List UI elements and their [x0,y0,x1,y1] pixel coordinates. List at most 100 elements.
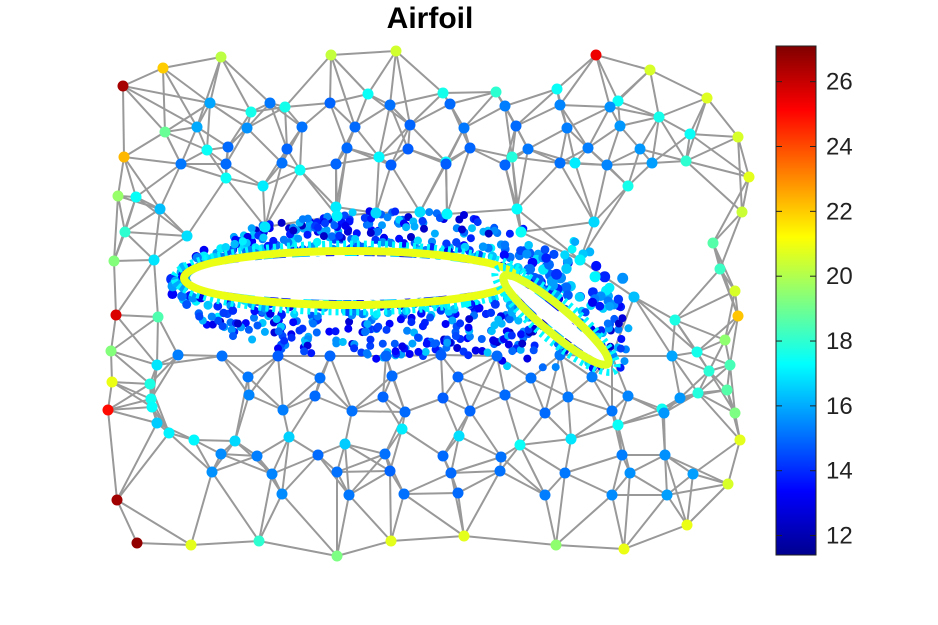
dense-mesh-node [390,339,399,348]
mesh-node [185,539,197,551]
dense-mesh-node [260,327,269,336]
dense-mesh-node [414,347,423,356]
dense-mesh-node [618,314,627,323]
mesh-edge [123,131,166,158]
mesh-node [588,216,600,228]
mesh-node [373,151,385,163]
mesh-node [108,255,120,267]
mesh-edge [344,443,350,496]
dense-mesh-node [372,354,381,363]
dense-mesh-node [490,337,499,346]
mesh-edge [458,435,502,458]
mesh-node [522,143,534,155]
mesh-node [444,98,456,110]
dense-mesh-node [505,229,514,238]
mesh-edge [504,164,518,210]
dense-mesh-node [444,307,453,316]
mesh-node [296,121,308,133]
mesh-edge [544,412,572,440]
dense-mesh-node [248,335,257,344]
mesh-node [582,142,594,154]
mesh-edge [211,455,258,473]
mesh-node [653,111,665,123]
mesh-node [251,450,263,462]
dense-mesh-node [430,229,439,238]
dense-mesh-node [503,362,512,371]
mesh-edge [248,394,284,411]
mesh-edge [193,439,236,442]
mesh-edge [651,160,687,164]
mesh-node [163,427,175,439]
dense-mesh-node [523,354,532,363]
mesh-edge [623,524,688,550]
mesh-edge [639,116,660,150]
mesh-edge [124,208,161,233]
mesh-edge [712,176,750,244]
dense-mesh-node [471,346,480,355]
mesh-edge [587,125,621,149]
colorbar-gradient [775,45,817,556]
mesh-edge [346,147,392,166]
dense-mesh-node [490,299,500,309]
mesh-node [565,433,577,445]
colorbar-tick-label: 16 [826,393,853,420]
mesh-edge [271,454,319,475]
mesh-edge [516,148,529,210]
mesh-edge [336,470,391,473]
dense-mesh-node [591,260,602,272]
mesh-edge [162,67,198,128]
mesh-node [241,122,253,134]
dense-mesh-node [253,321,262,330]
mesh-edge [391,375,406,413]
mesh-edge [530,377,569,398]
mesh-node [157,62,169,74]
mesh-edge [375,156,380,214]
mesh-node [574,254,586,266]
flap-surface-outer-layer [491,264,621,376]
mesh-node [732,310,744,322]
dense-mesh-node [182,300,192,309]
mesh-edge [375,164,392,214]
mesh-edge [450,470,501,474]
mesh-edge [611,494,625,550]
dense-mesh-node [227,325,236,334]
mesh-edge [567,396,613,412]
mesh-edge [344,410,353,445]
mesh-edge [284,54,332,108]
mesh-edge [446,208,518,215]
mesh-node [380,350,392,362]
mesh-node [264,97,276,109]
mesh-node [499,100,511,112]
mesh-edge [271,436,290,475]
mesh-edge [409,124,447,163]
dense-mesh-node [167,289,178,299]
mesh-edge [262,185,266,228]
mesh-node [569,157,581,169]
mesh-node [562,391,574,403]
mesh-edge [566,106,611,129]
dense-mesh-node [362,349,371,358]
mesh-edge [564,454,623,474]
mesh-edge [617,100,660,118]
mesh-edge [511,156,561,164]
mesh-edge [247,355,279,378]
mesh-node [510,120,522,132]
dense-mesh-node [321,219,330,228]
mesh-edge [391,354,442,377]
dense-mesh-node [247,224,256,233]
mesh-edge [116,499,192,546]
dense-mesh-node [335,231,344,240]
mesh-node [188,434,200,446]
mesh-node [464,405,476,417]
mesh-edge [162,56,222,69]
dense-mesh-node [604,282,615,293]
mesh-edge [135,163,182,198]
mesh-edge [110,314,117,352]
mesh-node [499,389,511,401]
mesh-node [559,467,571,479]
dense-mesh-node [218,322,227,331]
mesh-edge [404,397,444,413]
mesh-edge [407,148,447,165]
mesh-edge [288,436,319,456]
mesh-edge [469,355,498,412]
